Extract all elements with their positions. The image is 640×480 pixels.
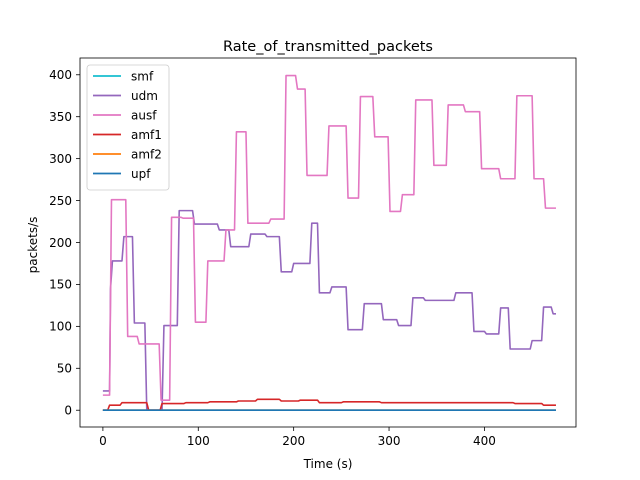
legend-label-upf: upf bbox=[131, 167, 151, 181]
x-tick-label: 100 bbox=[187, 434, 210, 448]
series-lines bbox=[102, 74, 556, 412]
series-line-amf1 bbox=[102, 398, 556, 412]
series-line-ausf bbox=[102, 74, 556, 401]
y-tick-label: 350 bbox=[49, 110, 72, 124]
y-tick-label: 50 bbox=[57, 362, 72, 376]
legend-label-amf2: amf2 bbox=[131, 147, 162, 161]
legend-label-amf1: amf1 bbox=[131, 128, 162, 142]
y-tick-label: 150 bbox=[49, 278, 72, 292]
x-axis-ticks: 0 100 200 300 400 bbox=[99, 427, 496, 448]
y-axis-label: packets/s bbox=[26, 217, 40, 274]
legend-label-udm: udm bbox=[131, 89, 158, 103]
y-tick-label: 0 bbox=[64, 404, 72, 418]
legend-label-smf: smf bbox=[131, 69, 154, 83]
x-tick-label: 300 bbox=[378, 434, 401, 448]
y-tick-label: 200 bbox=[49, 236, 72, 250]
x-axis-label: Time (s) bbox=[303, 457, 353, 471]
y-axis-ticks: 0 50 100 150 200 250 300 350 400 bbox=[49, 68, 80, 418]
y-tick-label: 250 bbox=[49, 194, 72, 208]
y-tick-label: 400 bbox=[49, 68, 72, 82]
chart-title: Rate_of_transmitted_packets bbox=[223, 39, 433, 55]
legend-label-ausf: ausf bbox=[131, 108, 157, 122]
x-tick-label: 0 bbox=[99, 434, 107, 448]
x-tick-label: 200 bbox=[282, 434, 305, 448]
y-tick-label: 100 bbox=[49, 320, 72, 334]
legend: smf udm ausf amf1 amf2 upf bbox=[86, 64, 170, 191]
x-tick-label: 400 bbox=[473, 434, 496, 448]
y-tick-label: 300 bbox=[49, 152, 72, 166]
